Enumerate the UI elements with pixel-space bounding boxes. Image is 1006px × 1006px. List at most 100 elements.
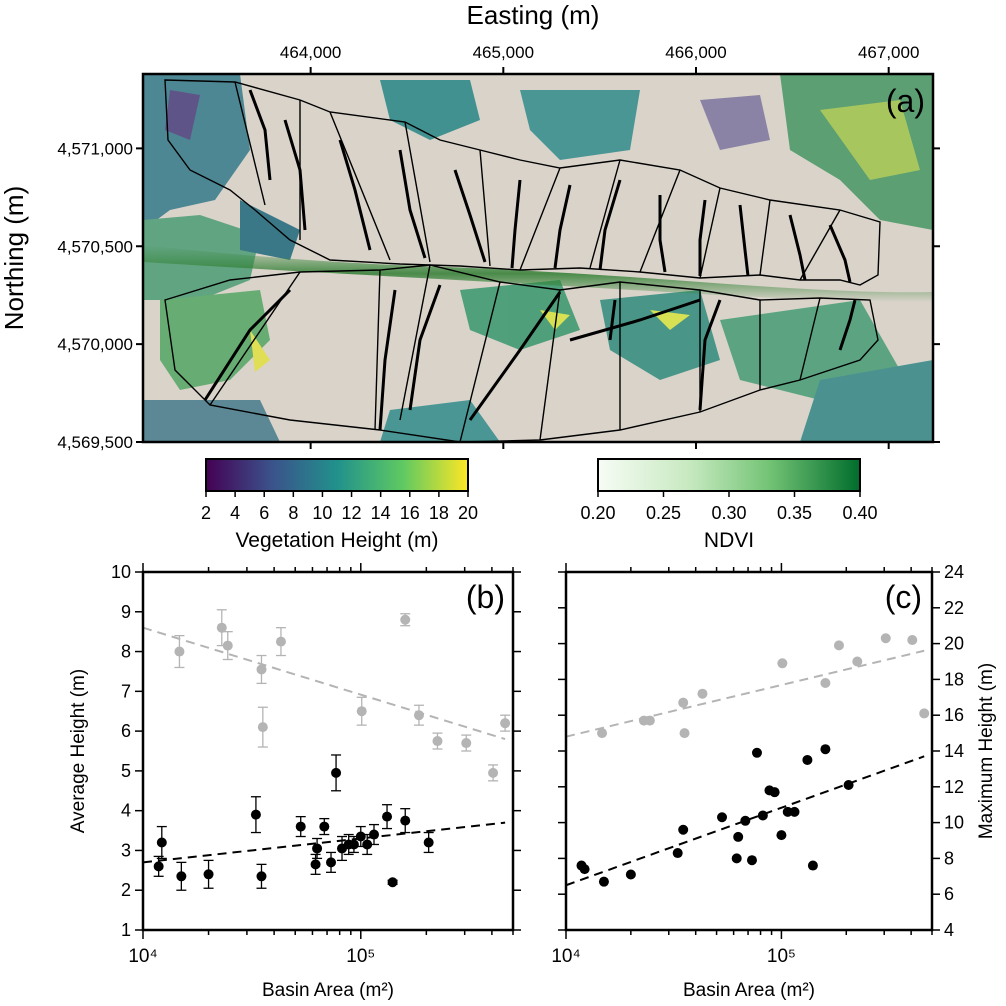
x-tick-label: 10⁵ bbox=[767, 946, 796, 967]
colorbar-tick-label: 0.40 bbox=[842, 503, 877, 523]
data-point bbox=[833, 640, 844, 651]
data-point bbox=[500, 718, 511, 729]
panel-a-x-title: Easting (m) bbox=[467, 0, 600, 30]
trend-line bbox=[565, 649, 925, 738]
y-tick-label: 4 bbox=[121, 801, 131, 821]
x-tick-label: 10⁴ bbox=[128, 946, 157, 967]
data-point bbox=[733, 831, 744, 842]
data-point bbox=[387, 877, 398, 888]
y-tick-label: 14 bbox=[944, 741, 964, 761]
map-ticks: 464,000 465,000 466,000 467,000 4,571,000 4,5… bbox=[57, 43, 940, 452]
map-image bbox=[143, 74, 933, 442]
data-point bbox=[216, 622, 227, 633]
data-point bbox=[331, 767, 342, 778]
y-tick-label: 5 bbox=[121, 761, 131, 781]
y-tick-label: 8 bbox=[944, 848, 954, 868]
data-point bbox=[257, 722, 268, 733]
data-point bbox=[423, 837, 434, 848]
panel-c-frame bbox=[564, 570, 934, 932]
colorbar-tick-label: 12 bbox=[342, 503, 362, 523]
colorbar-tick-label: 0.35 bbox=[777, 503, 812, 523]
data-point bbox=[746, 855, 757, 866]
x-tick-label: 10⁵ bbox=[346, 946, 375, 967]
y-tick-label: 1 bbox=[121, 920, 131, 940]
data-point bbox=[176, 871, 187, 882]
data-point bbox=[802, 754, 813, 765]
panel-b-frame bbox=[141, 570, 515, 932]
colorbars: 2 4 6 8 10 12 14 16 18 20 Vegetation Height (m) 0… bbox=[201, 458, 878, 552]
data-point bbox=[312, 843, 323, 854]
data-point bbox=[488, 767, 499, 778]
panel-c-plot: 10⁴ 10⁵ 4 6 8 10 12 14 16 18 20 22 24 bbox=[551, 562, 964, 967]
data-point bbox=[776, 830, 787, 841]
data-point bbox=[625, 869, 636, 880]
data-point bbox=[880, 633, 891, 644]
data-point bbox=[678, 824, 689, 835]
data-point bbox=[310, 859, 321, 870]
panel-c-label: (c) bbox=[885, 579, 922, 615]
data-point bbox=[413, 710, 424, 721]
y-tick-label: 6 bbox=[121, 721, 131, 741]
data-point bbox=[203, 869, 214, 880]
data-point bbox=[362, 839, 373, 850]
y-tick-label: 2 bbox=[121, 880, 131, 900]
colorbar-tick-label: 2 bbox=[201, 503, 211, 523]
data-point bbox=[368, 829, 379, 840]
panel-c-xlabel: Basin Area (m²) bbox=[683, 980, 815, 1001]
y-tick-label: 24 bbox=[944, 562, 964, 582]
data-point bbox=[326, 857, 337, 868]
data-point bbox=[295, 821, 306, 832]
colorbar-tick-label: 6 bbox=[259, 503, 269, 523]
data-point bbox=[400, 614, 411, 625]
panel-a-y-title: Northing (m) bbox=[0, 186, 29, 330]
ndvi-colorbar-label: NDVI bbox=[704, 529, 754, 552]
panel-b: 10⁴ 10⁵ 1 2 3 4 5 6 7 8 9 10 (b) Basin Area (m²) Av… bbox=[68, 562, 521, 1001]
y-tick-label: 3 bbox=[121, 840, 131, 860]
data-point bbox=[789, 806, 800, 817]
y-tick-label: 12 bbox=[944, 777, 964, 797]
panel-c-ylabel: Maximum Height (m) bbox=[976, 663, 997, 839]
colorbar-tick-label: 20 bbox=[458, 503, 478, 523]
data-point bbox=[400, 815, 411, 826]
data-point bbox=[807, 860, 818, 871]
data-point bbox=[678, 697, 689, 708]
data-point bbox=[820, 677, 831, 688]
data-point bbox=[256, 871, 267, 882]
y-tick-label: 7 bbox=[121, 681, 131, 701]
map-y-tick-label: 4,570,000 bbox=[57, 335, 133, 354]
colorbar-tick-label: 18 bbox=[429, 503, 449, 523]
data-point bbox=[156, 837, 167, 848]
data-point bbox=[757, 810, 768, 821]
map-x-tick-label: 466,000 bbox=[665, 43, 726, 62]
data-point bbox=[598, 876, 609, 887]
map-y-tick-label: 4,571,000 bbox=[57, 139, 133, 158]
vegetation-colorbar-label: Vegetation Height (m) bbox=[235, 529, 438, 552]
panel-b-plot: 10⁴ 10⁵ 1 2 3 4 5 6 7 8 9 10 bbox=[111, 562, 521, 967]
colorbar-tick-label: 0.30 bbox=[711, 503, 746, 523]
data-point bbox=[672, 848, 683, 859]
data-point bbox=[461, 738, 472, 749]
data-point bbox=[769, 787, 780, 798]
data-point bbox=[843, 780, 854, 791]
y-tick-label: 8 bbox=[121, 642, 131, 662]
panel-a: Easting (m) Northing (m) bbox=[0, 0, 940, 452]
data-point bbox=[348, 839, 359, 850]
data-point bbox=[250, 809, 261, 820]
y-tick-label: 9 bbox=[121, 602, 131, 622]
data-point bbox=[356, 706, 367, 717]
data-point bbox=[919, 708, 930, 719]
map-y-tick-label: 4,569,500 bbox=[57, 433, 133, 452]
data-point bbox=[820, 744, 831, 755]
colorbar-tick-label: 14 bbox=[371, 503, 391, 523]
data-point bbox=[740, 815, 751, 826]
colorbar-tick-label: 10 bbox=[312, 503, 332, 523]
y-tick-label: 6 bbox=[944, 884, 954, 904]
data-point bbox=[644, 715, 655, 726]
data-point bbox=[907, 635, 918, 646]
data-point bbox=[697, 688, 708, 699]
data-point bbox=[679, 728, 690, 739]
y-tick-label: 10 bbox=[944, 813, 964, 833]
map-x-tick-label: 465,000 bbox=[473, 43, 534, 62]
data-point bbox=[432, 736, 443, 747]
